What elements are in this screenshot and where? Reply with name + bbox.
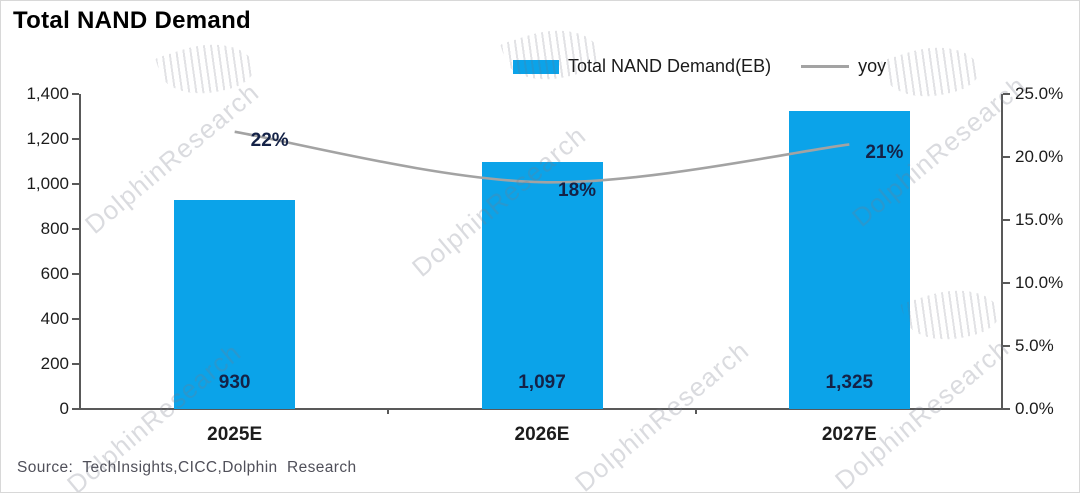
y-axis-left-tick — [72, 93, 79, 95]
y-axis-right-line — [1001, 94, 1003, 409]
y-axis-right-label: 0.0% — [1015, 399, 1054, 418]
y-axis-right-tick — [1003, 156, 1010, 158]
y-axis-left-tick — [72, 318, 79, 320]
bar-value-label: 1,325 — [825, 372, 874, 393]
bar — [481, 162, 603, 409]
y-axis-left-line — [79, 94, 81, 409]
y-axis-left-label: 600 — [40, 264, 69, 283]
legend-bar-label: Total NAND Demand(EB) — [568, 56, 772, 76]
y-axis-right-label: 10.0% — [1015, 273, 1064, 292]
y-axis-left-tick — [72, 228, 79, 230]
legend-bar-swatch-icon — [513, 59, 559, 74]
y-axis-left-label: 1,400 — [26, 84, 69, 103]
bar-value-label: 930 — [218, 372, 251, 393]
x-axis-category-label: 2025E — [207, 424, 263, 445]
y-axis-right-label: 25.0% — [1015, 84, 1064, 103]
y-axis-right-tick — [1003, 408, 1010, 410]
bar — [174, 199, 296, 409]
y-axis-left-label: 1,200 — [26, 129, 69, 148]
y-axis-right-tick — [1003, 282, 1010, 284]
y-axis-left-label: 200 — [40, 354, 69, 373]
y-axis-right-tick — [1003, 219, 1010, 221]
x-axis-category-label: 2026E — [514, 424, 570, 445]
y-axis-left-label: 400 — [40, 309, 69, 328]
source-note: Source: TechInsights,CICC,Dolphin Resear… — [17, 459, 357, 476]
y-axis-left-tick — [72, 363, 79, 365]
y-axis-right-label: 20.0% — [1015, 147, 1064, 166]
y-axis-left-tick — [72, 183, 79, 185]
line-point-label: 22% — [250, 129, 289, 151]
line-point-label: 18% — [558, 180, 597, 202]
y-axis-right-tick — [1003, 345, 1010, 347]
x-axis-line — [79, 408, 1003, 410]
line-point-label: 21% — [865, 142, 904, 164]
x-axis-category-label: 2027E — [821, 424, 877, 445]
y-axis-left-label: 1,000 — [26, 174, 69, 193]
y-axis-right-label: 15.0% — [1015, 210, 1064, 229]
y-axis-left-label: 0 — [59, 399, 69, 418]
y-axis-left-tick — [72, 273, 79, 275]
y-axis-right-label: 5.0% — [1015, 336, 1054, 355]
y-axis-left-label: 800 — [40, 219, 69, 238]
y-axis-right-tick — [1003, 93, 1010, 95]
y-axis-left-tick — [72, 408, 79, 410]
legend-yoy-label: yoy — [858, 56, 887, 76]
legend-line-swatch-icon — [801, 65, 850, 68]
legend: Total NAND Demand(EB) yoy — [513, 56, 886, 77]
x-axis-tick — [387, 409, 390, 414]
x-axis-tick — [694, 409, 697, 414]
chart-title: Total NAND Demand — [13, 7, 251, 34]
bar-value-label: 1,097 — [518, 372, 566, 393]
y-axis-left-tick — [72, 138, 79, 140]
